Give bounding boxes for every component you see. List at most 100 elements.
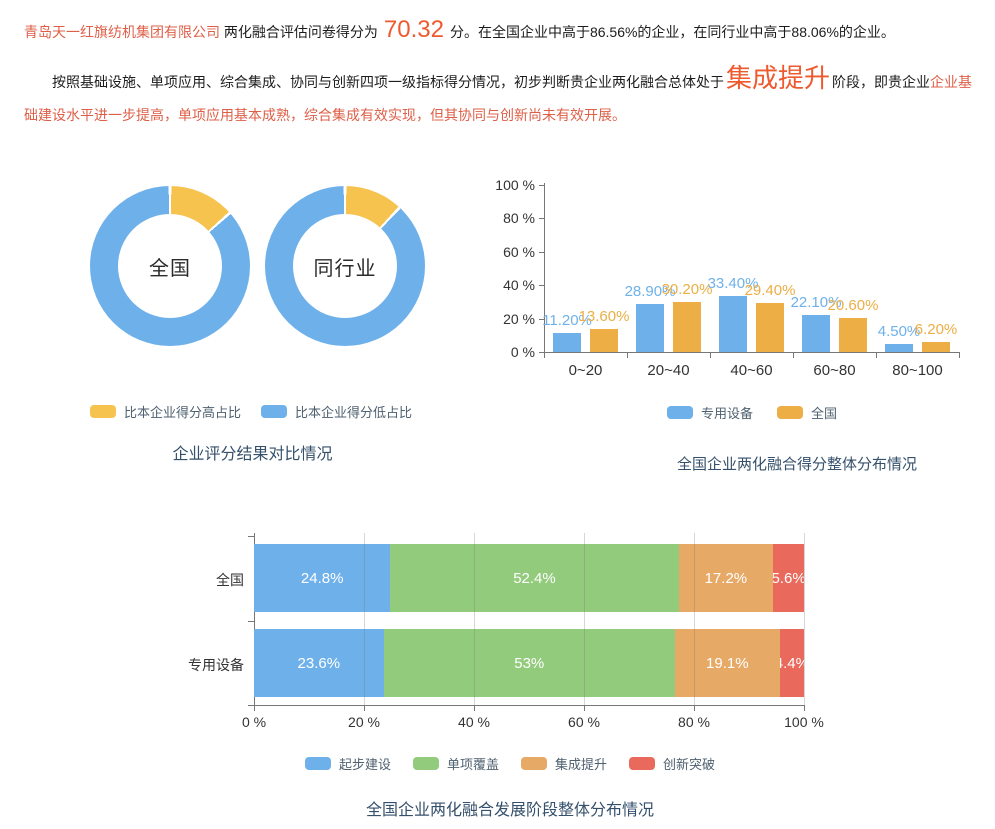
donut-legend-swatch-icon <box>89 405 116 418</box>
y-axis-line <box>254 533 255 705</box>
stacked-legend-label: 起步建设 <box>338 757 391 772</box>
x-axis-label: 0 % <box>241 714 267 730</box>
segment-创新突破: 5.6% <box>773 544 804 612</box>
stacked-legend-swatch-icon <box>521 757 547 770</box>
segment-创新突破: 4.4% <box>779 629 804 697</box>
stacked-row-全国: 24.8% 52.4% 17.2% 5.6% <box>254 544 804 612</box>
stacked-chart-title: 全国企业两化融合发展阶段整体分布情况 <box>365 802 654 819</box>
y-axis-label: 60 % <box>503 243 535 260</box>
segment-value-label: 17.2% <box>704 569 748 587</box>
plot-gridline <box>584 533 585 705</box>
x-axis-label: 20 % <box>348 714 380 730</box>
x-axis-tick <box>474 705 475 711</box>
x-axis-category-label: 60~80 <box>813 362 856 379</box>
bar-legend-item-1[interactable]: 全国 <box>777 403 837 422</box>
stacked-legend-swatch-icon <box>304 757 331 770</box>
donut-center-label: 同行业 <box>293 214 397 318</box>
bar-全国-40~60 <box>756 302 784 352</box>
y-axis-tick <box>248 621 254 622</box>
donut-legend-swatch-icon <box>261 405 287 418</box>
donut-chart-title: 企业评分结果对比情况 <box>172 446 333 463</box>
x-axis-tick <box>793 352 794 358</box>
x-axis-line <box>544 352 960 353</box>
row-category-label: 专用设备 <box>188 657 244 673</box>
y-axis-tick <box>248 705 254 706</box>
segment-起步建设: 23.6% <box>254 629 384 697</box>
segment-value-label: 23.6% <box>297 654 341 672</box>
x-axis-label: 60 % <box>568 714 600 730</box>
x-axis-tick <box>694 705 695 711</box>
stacked-legend-swatch-icon <box>629 757 656 770</box>
bar-专用设备-0~20 <box>553 333 581 352</box>
x-axis-line <box>254 705 805 706</box>
bar-value-label: 22.10% <box>790 294 842 312</box>
y-axis-tick <box>539 251 544 253</box>
stage-value: 集成提升 <box>726 63 831 93</box>
bar-value-label: 11.20% <box>542 312 592 330</box>
donut-center-label: 全国 <box>118 214 222 318</box>
x-axis-tick <box>584 705 585 711</box>
x-axis-tick <box>804 705 805 711</box>
x-axis-label: 40 % <box>458 714 490 730</box>
y-axis-label: 20 % <box>503 310 535 327</box>
x-axis-tick <box>254 705 255 711</box>
stage-mid-text: 阶段，即贵企业 <box>832 74 931 90</box>
score-detail-text: 分。在全国企业中高于86.56%的企业，在同行业中高于88.06%的企业。 <box>449 24 895 40</box>
x-axis-label: 100 % <box>784 714 824 730</box>
stacked-chart-legend: 起步建设 单项覆盖 集成提升 创新突破 <box>235 754 785 773</box>
bar-legend-label: 专用设备 <box>700 406 753 421</box>
y-axis-tick <box>539 352 544 353</box>
x-axis-category-label: 80~100 <box>892 362 943 379</box>
bar-专用设备-60~80 <box>802 315 830 352</box>
donut-legend-label: 比本企业得分低占比 <box>295 405 413 420</box>
bar-专用设备-40~60 <box>719 296 747 352</box>
stacked-legend-label: 单项覆盖 <box>446 757 499 772</box>
x-axis-tick <box>627 352 628 358</box>
stacked-legend-swatch-icon <box>412 757 439 770</box>
row-category-label: 全国 <box>216 572 244 588</box>
bar-legend-item-0[interactable]: 专用设备 <box>666 403 753 422</box>
donut-legend-label: 比本企业得分高占比 <box>123 405 241 420</box>
bar-value-label: 30.20% <box>661 280 713 298</box>
donut-legend-item-1[interactable]: 比本企业得分低占比 <box>261 402 412 421</box>
y-axis-line <box>544 183 545 352</box>
bar-全国-60~80 <box>839 317 867 352</box>
y-axis-label: 0 % <box>510 344 535 360</box>
y-axis-tick <box>539 218 544 220</box>
donut-chart-industry: 同行业 <box>265 186 425 346</box>
bar-chart-title: 全国企业两化融合得分整体分布情况 <box>676 456 917 473</box>
donut-legend-item-0[interactable]: 比本企业得分高占比 <box>89 402 241 421</box>
y-axis-tick <box>539 318 544 320</box>
y-axis-tick <box>539 285 544 287</box>
bar-value-label: 29.40% <box>744 281 796 299</box>
stage-lead-text: 按照基础设施、单项应用、综合集成、协同与创新四项一级指标得分情况，初步判断贵企业… <box>52 74 724 90</box>
bar-value-label: 20.60% <box>827 296 879 314</box>
stacked-legend-label: 集成提升 <box>555 757 608 772</box>
segment-集成提升: 19.1% <box>674 629 780 697</box>
x-axis-tick <box>364 705 365 711</box>
stacked-legend-item-1[interactable]: 单项覆盖 <box>412 754 499 773</box>
bar-value-label: 6.20% <box>914 320 958 338</box>
segment-value-label: 53% <box>514 654 545 672</box>
y-axis-label: 80 % <box>503 210 535 227</box>
donut-chart-national: 全国 <box>90 186 250 346</box>
y-axis-tick <box>248 536 254 537</box>
bar-全国-80~100 <box>922 341 950 352</box>
score-summary-paragraph: 青岛天一红旗纺机集团有限公司 两化融合评估问卷得分为 70.32 分。在全国企业中高… <box>24 16 984 48</box>
plot-gridline <box>474 533 475 705</box>
bar-chart-legend: 专用设备 全国 <box>544 403 960 422</box>
stacked-legend-item-3[interactable]: 创新突破 <box>629 754 715 773</box>
company-name: 青岛天一红旗纺机集团有限公司 <box>24 24 220 40</box>
stacked-legend-item-0[interactable]: 起步建设 <box>304 754 391 773</box>
bar-legend-swatch-icon <box>777 406 803 419</box>
bar-value-label: 4.50% <box>877 323 921 341</box>
segment-value-label: 5.6% <box>773 569 804 587</box>
segment-起步建设: 24.8% <box>254 544 391 612</box>
y-axis-tick <box>539 185 544 186</box>
y-axis-label: 40 % <box>503 277 535 294</box>
segment-value-label: 4.4% <box>780 654 804 672</box>
stacked-legend-item-2[interactable]: 集成提升 <box>521 754 607 773</box>
stacked-row-专用设备: 23.6% 53% 19.1% 4.4% <box>254 629 804 697</box>
plot-gridline <box>694 533 695 705</box>
segment-单项覆盖: 52.4% <box>390 544 679 612</box>
